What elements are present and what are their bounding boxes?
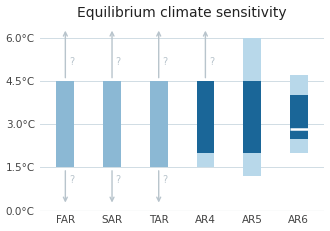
Title: Equilibrium climate sensitivity: Equilibrium climate sensitivity xyxy=(77,6,287,20)
Bar xyxy=(197,81,214,153)
Text: ?: ? xyxy=(209,57,214,67)
Text: ?: ? xyxy=(116,175,121,185)
Text: ?: ? xyxy=(116,57,121,67)
Bar xyxy=(150,81,168,167)
Bar xyxy=(56,81,74,167)
Text: ?: ? xyxy=(69,57,74,67)
Bar xyxy=(103,81,121,167)
Text: ?: ? xyxy=(162,57,168,67)
Bar xyxy=(243,38,261,176)
Text: ?: ? xyxy=(69,175,74,185)
Bar xyxy=(197,153,214,167)
Bar xyxy=(290,95,308,139)
Bar xyxy=(290,75,308,153)
Bar xyxy=(243,81,261,153)
Text: ?: ? xyxy=(162,175,168,185)
